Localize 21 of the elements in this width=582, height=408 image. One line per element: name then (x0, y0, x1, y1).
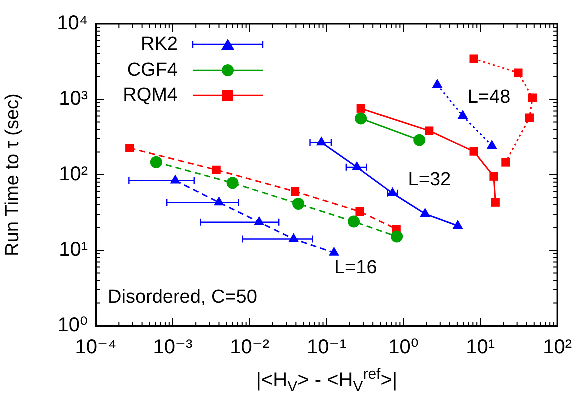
y-axis-title: Run Time to τ (sec) (2, 94, 24, 256)
x-tick-label: 10⁻² (230, 336, 270, 359)
annotation: L=32 (408, 169, 452, 190)
x-axis-title: |<H$_{V}$> - <H$_{V}$$^{ref}$>| (256, 366, 398, 396)
annotation: Disordered, C=50 (108, 287, 258, 308)
legend-label: CGF4 (126, 58, 178, 82)
legend-label: RK2 (140, 33, 178, 57)
y-tick-label: 10⁴ (57, 12, 88, 35)
x-tick-label: 10⁻⁴ (75, 336, 117, 359)
legend-label: RQM4 (122, 84, 178, 108)
y-tick-label: 10³ (59, 88, 88, 110)
annotation: L=16 (334, 257, 378, 278)
x-tick-label: 10⁻³ (153, 336, 193, 359)
x-tick-label: 10¹ (466, 336, 496, 359)
y-tick-label: 10⁰ (58, 314, 88, 337)
x-tick-label: 10⁰ (388, 336, 419, 359)
x-tick-label: 10² (543, 336, 572, 359)
x-tick-label: 10⁻¹ (307, 336, 347, 359)
y-tick-label: 10¹ (59, 239, 88, 262)
y-tick-label: 10² (59, 164, 88, 186)
annotation: L=48 (468, 87, 511, 108)
